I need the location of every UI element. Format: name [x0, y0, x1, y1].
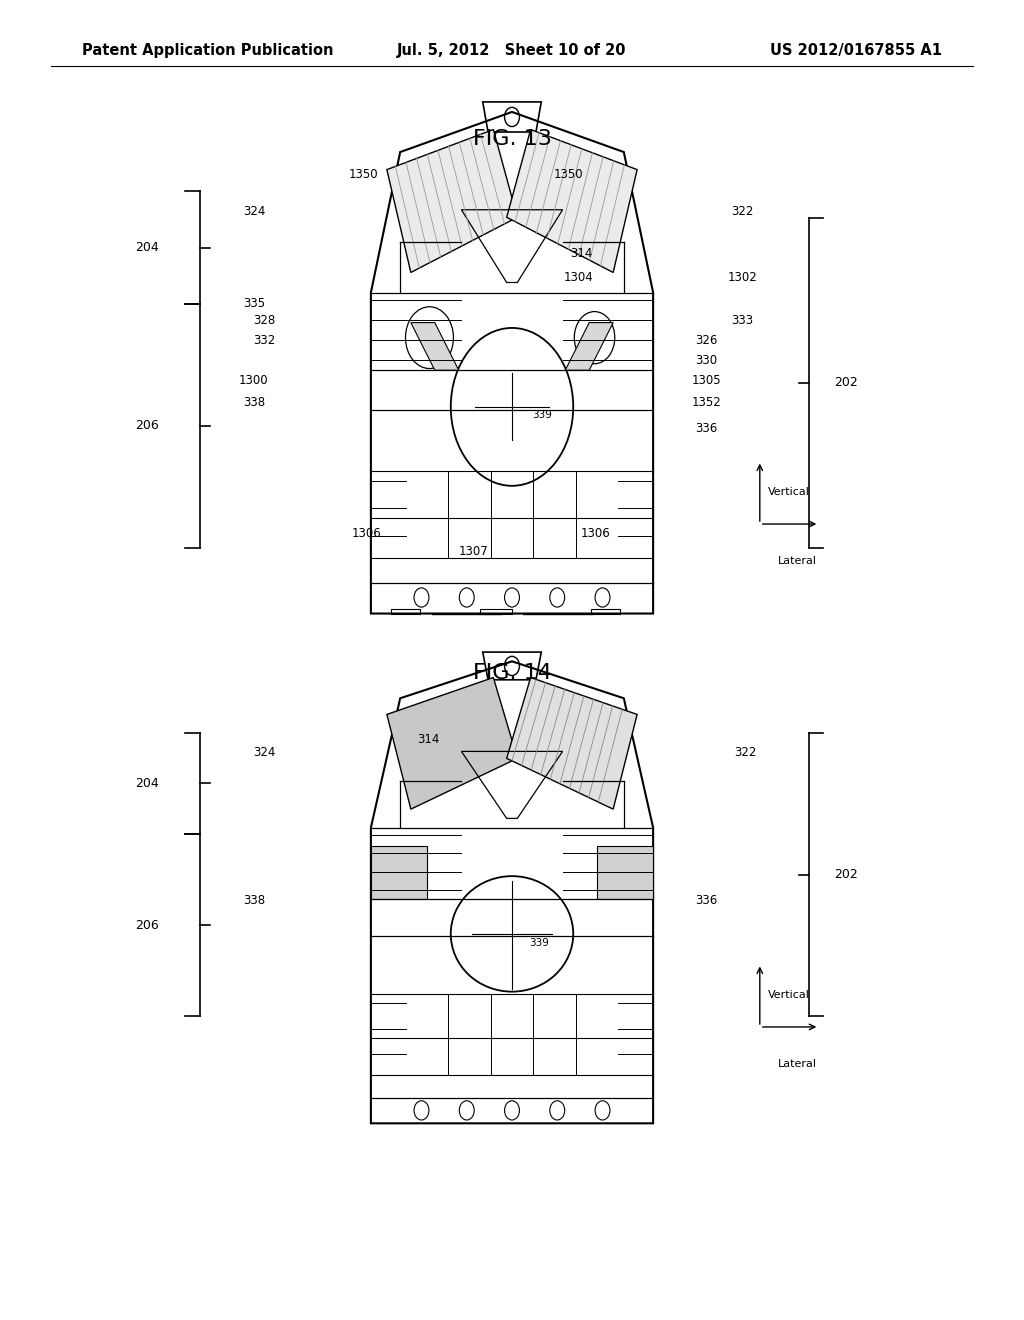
- Text: 336: 336: [695, 894, 718, 907]
- Text: Lateral: Lateral: [777, 556, 816, 566]
- Text: 314: 314: [417, 733, 439, 746]
- Text: 326: 326: [695, 334, 718, 347]
- Polygon shape: [507, 677, 637, 809]
- Text: 322: 322: [734, 746, 757, 759]
- Text: 336: 336: [695, 422, 718, 436]
- Text: 322: 322: [731, 205, 754, 218]
- Text: 204: 204: [135, 777, 159, 789]
- Text: 1304: 1304: [563, 271, 594, 284]
- Polygon shape: [411, 322, 459, 371]
- Text: 324: 324: [253, 746, 275, 759]
- Text: 330: 330: [695, 354, 718, 367]
- Text: 1306: 1306: [581, 527, 611, 540]
- Text: 1306: 1306: [351, 527, 382, 540]
- Bar: [371, 846, 427, 899]
- Text: 1350: 1350: [554, 168, 583, 181]
- Bar: [597, 846, 653, 899]
- Text: 339: 339: [529, 939, 549, 948]
- Text: US 2012/0167855 A1: US 2012/0167855 A1: [770, 42, 942, 58]
- Text: 335: 335: [243, 297, 265, 310]
- Text: 314: 314: [570, 247, 593, 260]
- Text: 1305: 1305: [692, 374, 721, 387]
- Text: 1302: 1302: [727, 271, 758, 284]
- Polygon shape: [565, 322, 613, 371]
- Text: 202: 202: [835, 376, 858, 389]
- Text: 206: 206: [135, 420, 159, 432]
- Text: 202: 202: [835, 869, 858, 880]
- Text: 332: 332: [253, 334, 275, 347]
- Text: 333: 333: [731, 314, 754, 327]
- Text: Lateral: Lateral: [777, 1059, 816, 1069]
- Bar: [391, 609, 420, 614]
- Text: Vertical: Vertical: [768, 990, 810, 1001]
- Text: 339: 339: [532, 411, 552, 420]
- Text: Vertical: Vertical: [768, 487, 810, 498]
- Bar: [480, 609, 512, 614]
- Text: Patent Application Publication: Patent Application Publication: [82, 42, 334, 58]
- Text: 204: 204: [135, 242, 159, 253]
- Text: 1300: 1300: [240, 374, 268, 387]
- Text: 328: 328: [253, 314, 275, 327]
- Text: 338: 338: [243, 396, 265, 409]
- Polygon shape: [387, 677, 517, 809]
- Polygon shape: [507, 129, 637, 272]
- Bar: [591, 609, 620, 614]
- Text: 338: 338: [243, 894, 265, 907]
- Text: Jul. 5, 2012   Sheet 10 of 20: Jul. 5, 2012 Sheet 10 of 20: [397, 42, 627, 58]
- Polygon shape: [387, 129, 517, 272]
- Text: 1307: 1307: [458, 545, 488, 558]
- Text: 324: 324: [243, 205, 265, 218]
- Text: 206: 206: [135, 919, 159, 932]
- Text: FIG. 13: FIG. 13: [472, 128, 552, 149]
- Text: 1352: 1352: [691, 396, 722, 409]
- Text: FIG. 14: FIG. 14: [472, 663, 552, 684]
- Text: 1350: 1350: [349, 168, 378, 181]
